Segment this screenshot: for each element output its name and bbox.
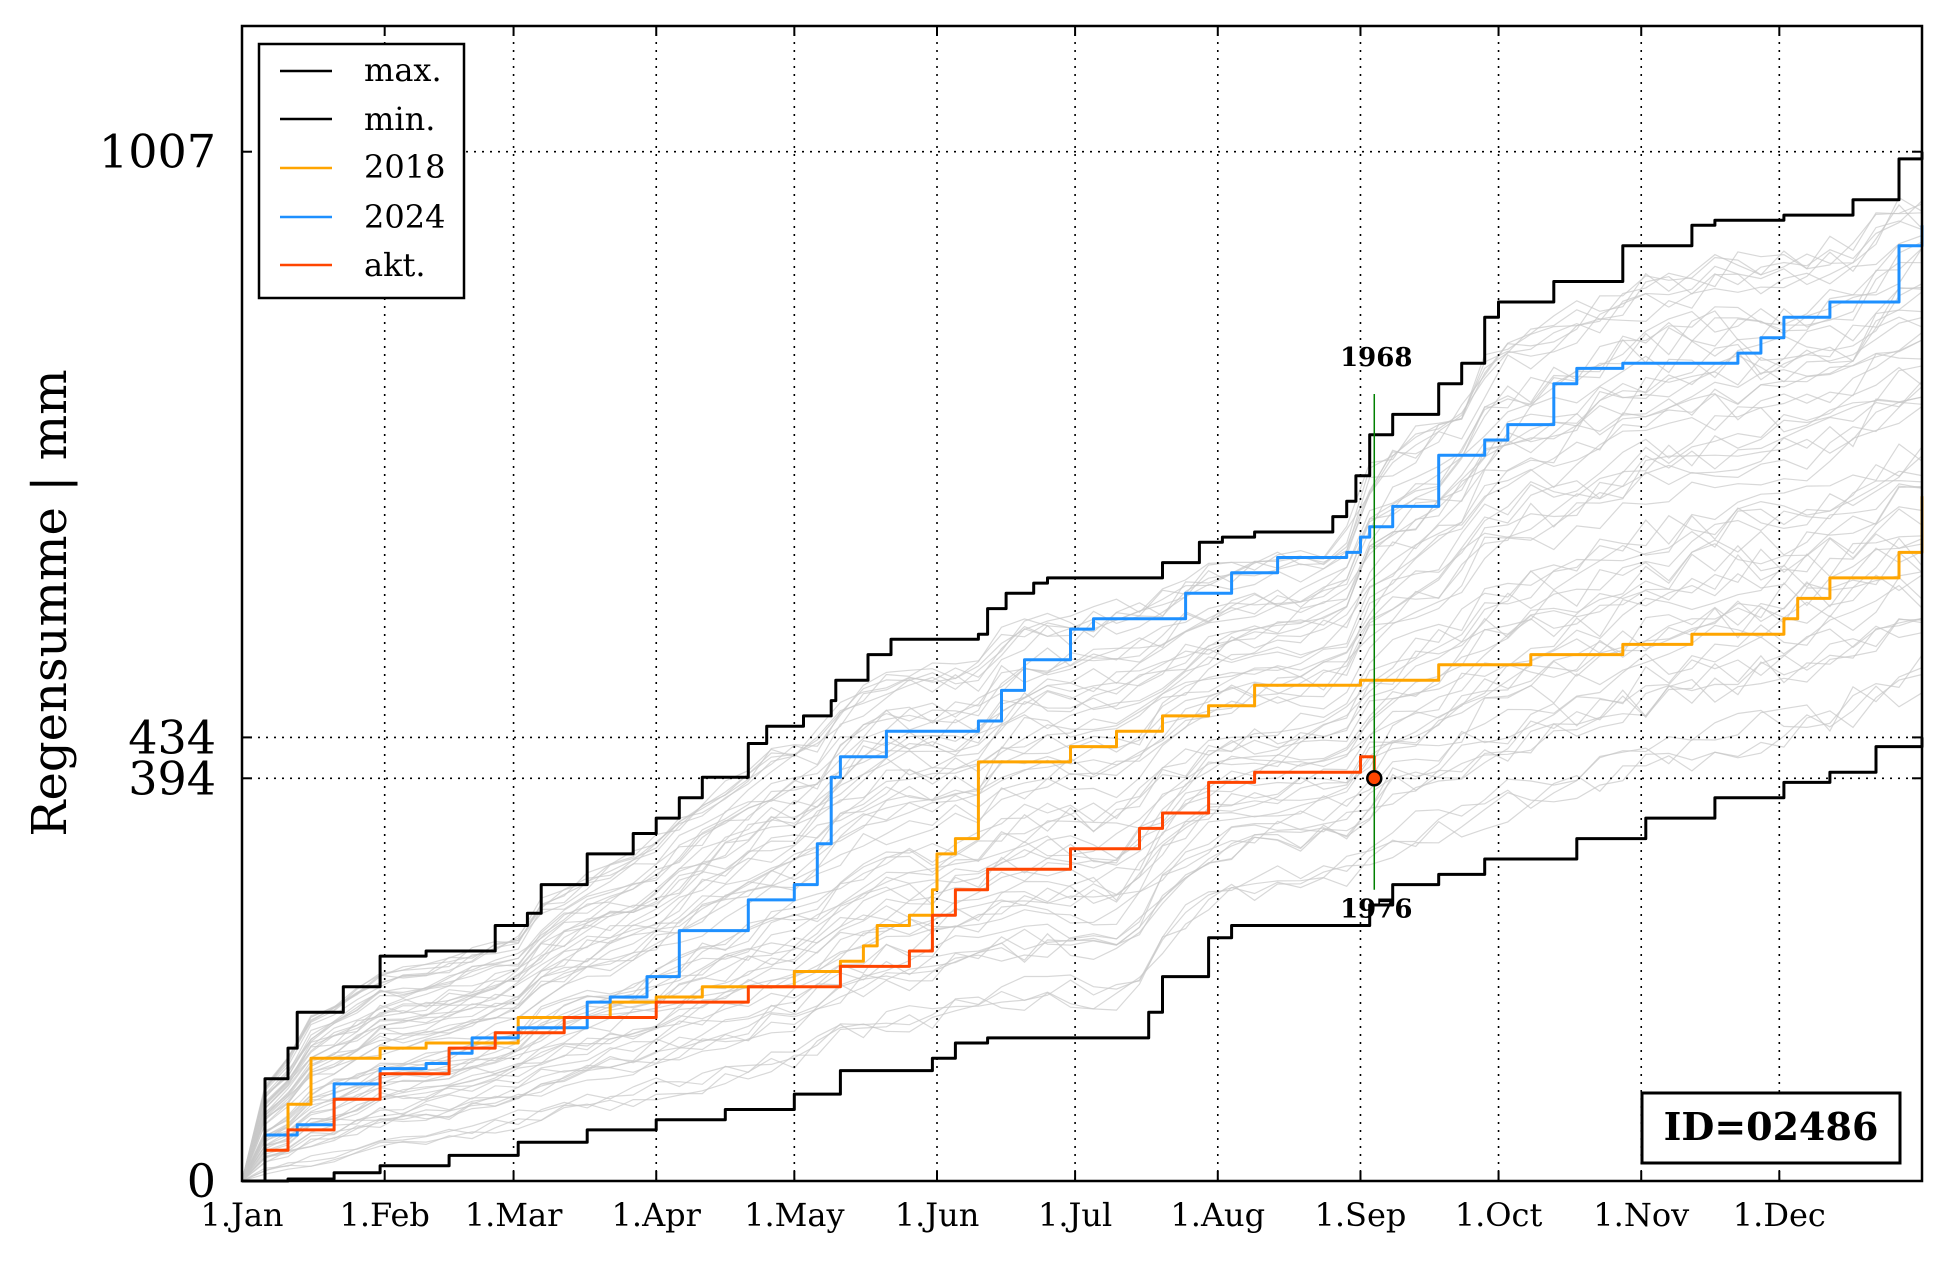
extreme-year-label: 1968 bbox=[1340, 343, 1412, 373]
historical-year-line bbox=[241, 316, 1923, 1182]
id-label: ID=02486 bbox=[1664, 1104, 1879, 1149]
historical-year-line bbox=[241, 574, 1923, 1182]
x-tick-label: 1.Mar bbox=[465, 1196, 563, 1234]
historical-year-line bbox=[241, 685, 1923, 1182]
legend-label-2018: 2018 bbox=[364, 148, 445, 186]
historical-year-line bbox=[241, 543, 1923, 1182]
x-tick-label: 1.Feb bbox=[339, 1196, 429, 1234]
legend-label-2024: 2024 bbox=[364, 198, 445, 236]
historical-year-line bbox=[241, 234, 1923, 1182]
x-tick-label: 1.Sep bbox=[1315, 1196, 1407, 1234]
x-tick-label: 1.May bbox=[744, 1196, 844, 1234]
y-tick-label: 434 bbox=[128, 710, 216, 764]
y-tick-label: 0 bbox=[187, 1154, 216, 1208]
x-tick-label: 1.Dec bbox=[1733, 1196, 1826, 1234]
x-tick-label: 1.Oct bbox=[1455, 1196, 1543, 1234]
series-line-min bbox=[242, 737, 1924, 1183]
historical-year-line bbox=[241, 200, 1923, 1182]
historical-year-line bbox=[241, 446, 1923, 1182]
historical-year-line bbox=[241, 332, 1923, 1182]
historical-year-line bbox=[241, 247, 1923, 1182]
y-axis-label: Regensumme | mm bbox=[22, 369, 78, 836]
historical-year-line bbox=[241, 667, 1923, 1182]
historical-year-line bbox=[241, 506, 1923, 1182]
historical-year-line bbox=[241, 380, 1923, 1182]
series-line-y2024 bbox=[242, 225, 1924, 1183]
series-line-akt bbox=[242, 755, 1376, 1183]
historical-year-line bbox=[241, 625, 1923, 1182]
x-tick-label: 1.Apr bbox=[612, 1196, 702, 1234]
extreme-year-label: 1976 bbox=[1340, 895, 1412, 925]
series-lines bbox=[242, 151, 1924, 1183]
historical-year-line bbox=[241, 243, 1923, 1182]
legend-label-max: max. bbox=[364, 51, 442, 89]
historical-year-line bbox=[241, 386, 1923, 1182]
x-tick-label: 1.Jun bbox=[895, 1196, 980, 1234]
historical-year-line bbox=[241, 485, 1923, 1182]
series-line-y2018 bbox=[242, 496, 1924, 1183]
id-box-frame bbox=[1640, 1091, 1902, 1165]
x-tick-label: 1.Aug bbox=[1170, 1196, 1265, 1234]
legend-label-min: min. bbox=[364, 100, 435, 138]
x-tick-label: 1.Jul bbox=[1038, 1196, 1112, 1234]
historical-year-line bbox=[241, 406, 1923, 1182]
y-tick-label: 394 bbox=[128, 751, 216, 805]
historical-year-line bbox=[241, 673, 1923, 1182]
y-tick-label: 1007 bbox=[99, 125, 216, 179]
historical-year-line bbox=[241, 339, 1923, 1182]
x-tick-label: 1.Jan bbox=[200, 1196, 283, 1234]
historical-year-line bbox=[241, 654, 1923, 1182]
id-box: ID=02486 bbox=[1640, 1091, 1902, 1165]
series-line-max bbox=[242, 151, 1924, 1183]
x-tick-label: 1.Nov bbox=[1593, 1196, 1689, 1234]
legend: max. min. 2018 2024 akt. bbox=[257, 42, 466, 300]
annotations: 1968 1976 bbox=[1340, 343, 1412, 925]
x-axis-ticks: 1.Jan 1.Feb 1.Mar 1.Apr 1.May 1.Jun 1.Jul 1.Aug… bbox=[200, 26, 1826, 1234]
historical-year-line bbox=[241, 535, 1923, 1182]
plot-frame bbox=[240, 24, 1924, 1183]
historical-year-line bbox=[241, 241, 1923, 1182]
historical-year-line bbox=[241, 551, 1923, 1182]
legend-label-akt: akt. bbox=[364, 246, 426, 284]
historical-year-line bbox=[241, 283, 1923, 1182]
historical-year-line bbox=[241, 584, 1923, 1182]
historical-year-line bbox=[241, 576, 1923, 1182]
historical-year-line bbox=[241, 365, 1923, 1182]
historical-year-line bbox=[241, 455, 1923, 1182]
current-value-marker bbox=[1366, 770, 1383, 787]
legend-box bbox=[257, 42, 466, 300]
historical-year-line bbox=[241, 339, 1923, 1182]
